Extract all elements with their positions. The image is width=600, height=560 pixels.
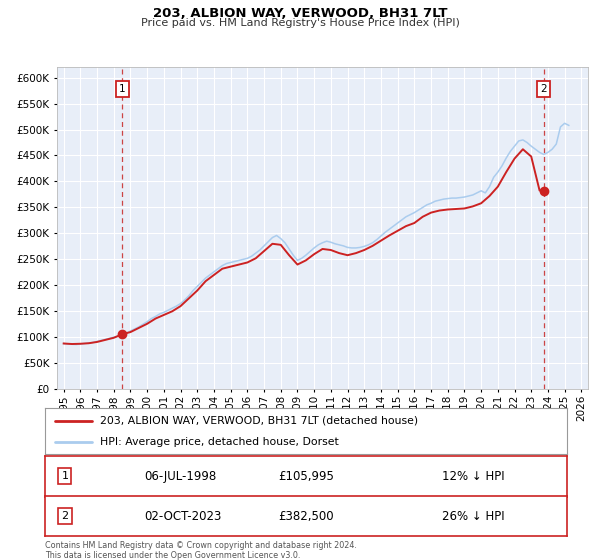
Text: £382,500: £382,500 xyxy=(278,510,334,522)
Text: 02-OCT-2023: 02-OCT-2023 xyxy=(144,510,221,522)
Text: 1: 1 xyxy=(119,84,126,94)
Text: 2: 2 xyxy=(541,84,547,94)
Text: 12% ↓ HPI: 12% ↓ HPI xyxy=(442,470,505,483)
Text: 203, ALBION WAY, VERWOOD, BH31 7LT (detached house): 203, ALBION WAY, VERWOOD, BH31 7LT (deta… xyxy=(100,416,418,426)
Text: HPI: Average price, detached house, Dorset: HPI: Average price, detached house, Dors… xyxy=(100,437,338,447)
Text: 26% ↓ HPI: 26% ↓ HPI xyxy=(442,510,505,522)
Text: £105,995: £105,995 xyxy=(278,470,334,483)
Text: 06-JUL-1998: 06-JUL-1998 xyxy=(144,470,217,483)
Text: 203, ALBION WAY, VERWOOD, BH31 7LT: 203, ALBION WAY, VERWOOD, BH31 7LT xyxy=(153,7,447,20)
Text: 1: 1 xyxy=(61,472,68,481)
Text: Contains HM Land Registry data © Crown copyright and database right 2024.
This d: Contains HM Land Registry data © Crown c… xyxy=(45,541,357,560)
Text: 2: 2 xyxy=(61,511,68,521)
Text: Price paid vs. HM Land Registry's House Price Index (HPI): Price paid vs. HM Land Registry's House … xyxy=(140,18,460,29)
